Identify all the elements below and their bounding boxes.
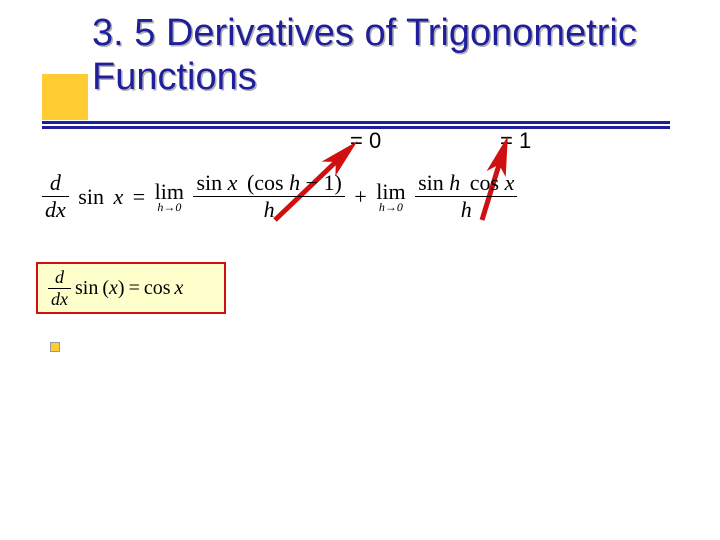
- result-eq: =: [129, 277, 140, 300]
- r-d: d: [55, 267, 64, 287]
- t1-m1: − 1): [306, 170, 342, 195]
- t1-x: x: [228, 170, 238, 195]
- result-sin: sin: [75, 277, 98, 300]
- lhs-arg: x: [113, 184, 123, 210]
- title-rule-1: [42, 121, 670, 124]
- plus-sign: +: [354, 184, 366, 210]
- annotation-one: = 1: [500, 128, 531, 154]
- result-rhs-x: x: [175, 277, 184, 300]
- d-den: dx: [45, 197, 66, 222]
- lhs-frac: d dx: [42, 170, 69, 223]
- result-cos: cos: [144, 277, 171, 300]
- annotation-zero: = 0: [350, 128, 381, 154]
- lim-1-sub: h→0: [155, 201, 184, 213]
- eq-sign-1: =: [133, 184, 145, 210]
- lim-2: lim h→0: [376, 181, 405, 213]
- result-arg: (x): [102, 277, 124, 300]
- t1-h: h: [289, 170, 300, 195]
- d-num: d: [50, 170, 61, 195]
- t2-sin: sin: [418, 170, 444, 195]
- page-title: 3. 5 Derivatives of Trigonometric Functi…: [20, 12, 700, 105]
- result-x: x: [109, 277, 118, 299]
- t1-cos: (cos: [247, 170, 284, 195]
- title-area: 3. 5 Derivatives of Trigonometric Functi…: [20, 12, 700, 105]
- t2-den: h: [461, 197, 472, 222]
- t2-x: x: [505, 170, 515, 195]
- t2-h: h: [449, 170, 460, 195]
- term1-frac: sin x (cos h − 1) h: [193, 170, 344, 223]
- t1-sin: sin: [196, 170, 222, 195]
- slide: 3. 5 Derivatives of Trigonometric Functi…: [0, 0, 720, 540]
- result-box: d dx sin (x) = cos x: [36, 262, 226, 314]
- r-dx: dx: [51, 289, 68, 309]
- main-equation: d dx sin x = lim h→0 sin x (cos h − 1) h: [40, 170, 600, 230]
- lhs-fn: sin: [78, 184, 104, 210]
- bullet-square-icon: [50, 342, 60, 352]
- t2-cos: cos: [470, 170, 499, 195]
- t1-den: h: [264, 197, 275, 222]
- result-lhs-frac: d dx: [48, 267, 71, 310]
- lim-2-sub: h→0: [376, 201, 405, 213]
- term2-frac: sin h cos x h: [415, 170, 517, 223]
- lim-1: lim h→0: [155, 181, 184, 213]
- title-accent-square: [42, 74, 88, 120]
